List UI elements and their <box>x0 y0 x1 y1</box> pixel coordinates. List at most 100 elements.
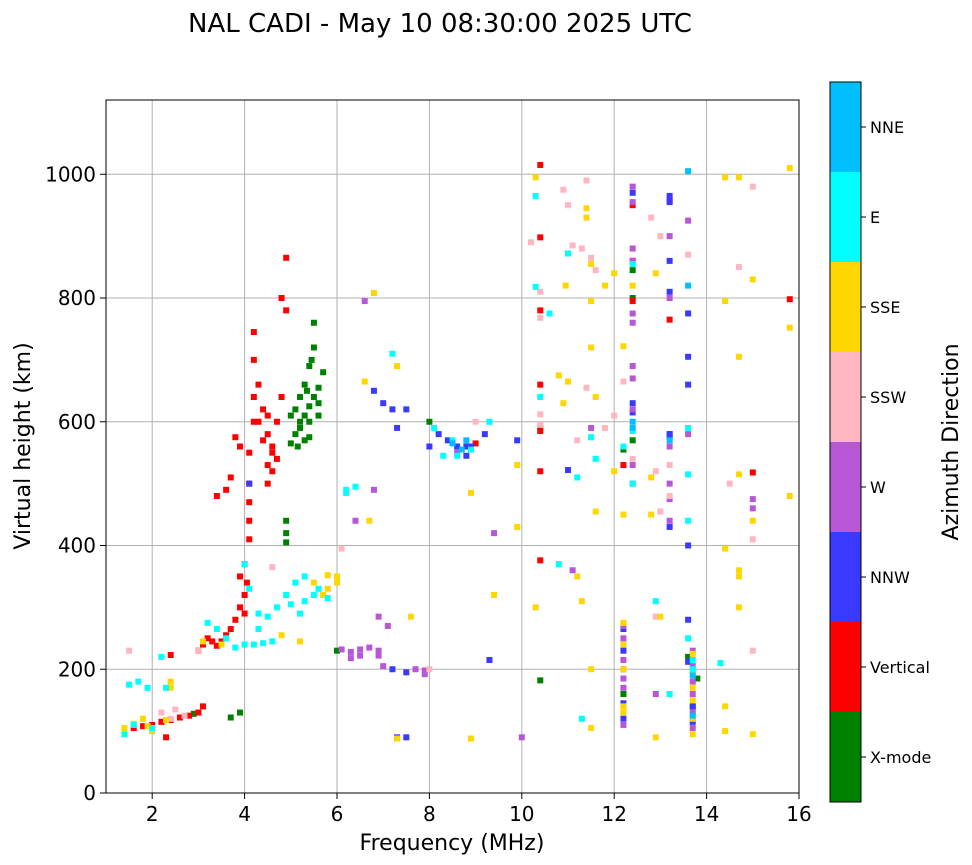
data-point-x-mode <box>283 539 290 546</box>
data-point-nne <box>629 418 636 425</box>
data-point-vertical <box>260 437 267 444</box>
data-point-e <box>158 653 165 660</box>
data-point-vertical <box>246 536 253 543</box>
data-point-e <box>565 250 571 257</box>
data-point-nnw <box>620 647 627 654</box>
data-point-w <box>629 245 636 252</box>
data-point-w <box>412 666 419 673</box>
data-point-sse <box>689 697 696 704</box>
x-tick-label: 12 <box>601 802 626 826</box>
data-point-ssw <box>528 239 535 246</box>
data-point-x-mode <box>537 424 544 431</box>
data-point-nnw <box>380 400 387 407</box>
data-point-e <box>130 721 137 728</box>
data-point-w <box>491 530 498 537</box>
colorbar-frame <box>829 81 862 803</box>
data-point-vertical <box>250 356 257 363</box>
data-point-e <box>241 561 248 568</box>
data-point-e <box>232 644 239 651</box>
colorbar: X-mode Vertical NNW W SSW SSE E NNE <box>829 81 931 803</box>
data-point-e <box>685 517 692 524</box>
data-point-w <box>384 622 391 629</box>
data-point-sse <box>588 298 595 305</box>
colorbar-title: Azimuth Direction <box>939 343 964 540</box>
data-point-e <box>652 598 659 605</box>
data-point-x-mode <box>306 363 313 370</box>
data-point-w <box>629 406 636 413</box>
data-point-w <box>685 431 692 438</box>
data-point-ssw <box>657 508 664 515</box>
data-point-ssw <box>666 493 673 499</box>
data-point-nne <box>685 168 692 175</box>
data-point-sse <box>722 545 729 552</box>
data-point-vertical <box>246 449 253 456</box>
data-point-sse <box>620 619 627 626</box>
data-point-vertical <box>241 610 248 617</box>
data-point-vertical <box>243 579 250 586</box>
data-point-e <box>685 424 692 431</box>
colorbar-swatch <box>830 172 861 262</box>
data-point-e <box>555 561 562 568</box>
data-point-nnw <box>666 431 673 438</box>
data-point-sse <box>532 174 539 181</box>
data-point-sse <box>149 728 156 735</box>
data-point-sse <box>611 270 618 277</box>
data-point-sse <box>735 604 742 611</box>
data-point-sse <box>620 641 627 648</box>
data-point-vertical <box>537 381 544 388</box>
data-point-sse <box>310 579 317 586</box>
data-point-nnw <box>403 734 410 741</box>
data-point-w <box>689 725 696 732</box>
data-point-vertical <box>537 557 544 564</box>
colorbar-label: E <box>870 208 880 227</box>
data-point-vertical <box>246 499 253 506</box>
data-point-w <box>375 652 382 659</box>
data-point-w <box>375 647 382 654</box>
data-point-w <box>620 675 627 682</box>
data-point-sse <box>467 735 474 742</box>
data-point-vertical <box>255 381 262 388</box>
data-point-ssw <box>537 421 544 428</box>
data-point-x-mode <box>308 356 315 363</box>
data-point-vertical <box>176 714 183 721</box>
data-point-x-mode <box>629 267 636 274</box>
data-point-sse <box>620 343 627 350</box>
data-point-sse <box>532 604 539 611</box>
data-point-e <box>343 486 350 493</box>
data-point-e <box>204 619 211 626</box>
data-point-w <box>361 298 368 305</box>
data-point-sse <box>620 703 627 710</box>
data-point-x-mode <box>303 387 310 394</box>
data-point-sse <box>565 378 571 385</box>
data-point-e <box>537 394 544 400</box>
data-point-w <box>347 648 354 655</box>
data-point-ssw <box>172 706 179 713</box>
x-tick-label: 14 <box>694 802 719 826</box>
data-point-ssw <box>578 245 585 252</box>
data-point-vertical <box>232 434 239 441</box>
data-point-vertical <box>620 462 627 469</box>
data-point-x-mode <box>227 714 234 721</box>
data-point-vertical <box>537 234 544 241</box>
data-point-sse <box>620 666 627 673</box>
colorbar-label: NNE <box>870 118 904 137</box>
colorbar-label: NNW <box>870 568 910 587</box>
data-point-x-mode <box>292 431 299 438</box>
data-point-w <box>629 199 636 206</box>
data-point-vertical <box>537 307 544 314</box>
data-point-ssw <box>588 254 595 261</box>
data-point-ssw <box>537 288 544 295</box>
data-point-e <box>578 715 585 722</box>
data-point-x-mode <box>334 647 340 654</box>
data-point-sse <box>588 260 595 267</box>
data-point-vertical <box>250 329 257 336</box>
data-point-ssw <box>560 186 567 193</box>
data-point-sse <box>394 735 401 742</box>
data-point-nnw <box>685 542 692 549</box>
data-point-vertical <box>232 616 239 623</box>
data-point-e <box>310 592 317 598</box>
data-point-x-mode <box>426 418 433 425</box>
axis-ticks: 2 4 6 8 10 12 14 16 0 200 400 600 800 1000 <box>45 162 812 826</box>
data-point-ssw <box>269 564 276 571</box>
data-point-sse <box>324 585 331 592</box>
